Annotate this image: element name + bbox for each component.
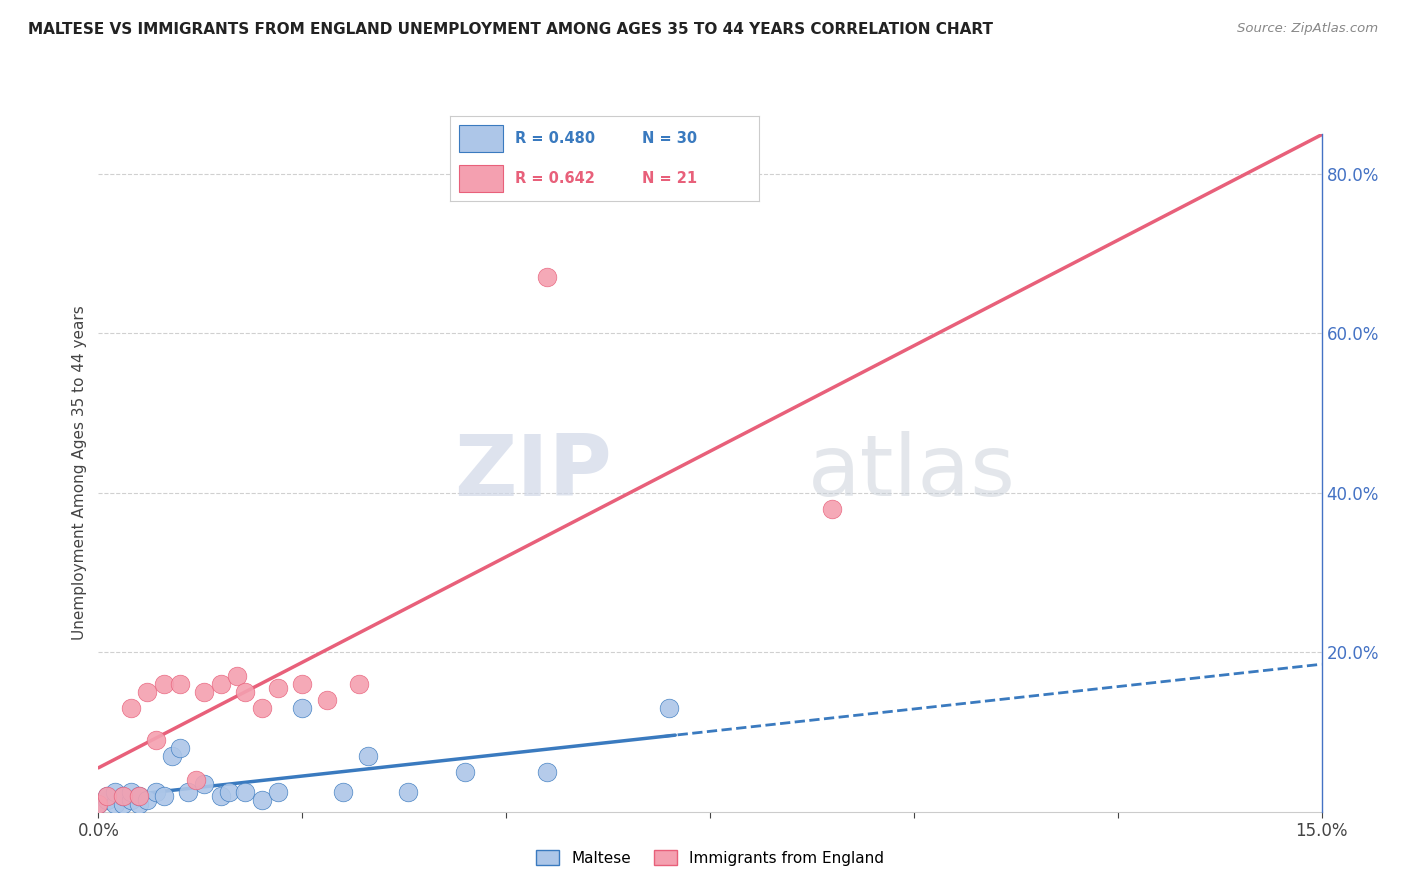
Point	[209, 677, 232, 691]
Text: R = 0.642: R = 0.642	[515, 171, 595, 186]
Point	[128, 797, 150, 811]
Point	[193, 685, 215, 699]
Point	[104, 785, 127, 799]
Point	[120, 793, 142, 807]
Point	[349, 677, 371, 691]
Point	[536, 764, 558, 779]
Point	[145, 785, 167, 799]
Point	[160, 748, 183, 763]
Point	[226, 669, 249, 683]
Point	[136, 685, 159, 699]
Point	[209, 789, 232, 803]
Point	[356, 748, 378, 763]
Point	[233, 685, 256, 699]
Point	[104, 797, 127, 811]
Point	[267, 785, 290, 799]
Point	[250, 701, 273, 715]
Point	[87, 797, 110, 811]
Point	[396, 785, 419, 799]
Point	[250, 793, 273, 807]
Point	[821, 501, 844, 516]
Point	[145, 733, 167, 747]
Text: ZIP: ZIP	[454, 431, 612, 515]
Text: atlas: atlas	[808, 431, 1017, 515]
Point	[315, 693, 337, 707]
Point	[218, 785, 240, 799]
Bar	[460, 125, 502, 153]
Point	[193, 777, 215, 791]
Point	[267, 681, 290, 695]
Point	[332, 785, 354, 799]
Point	[96, 789, 118, 803]
Point	[169, 740, 191, 755]
Point	[111, 789, 134, 803]
Point	[87, 797, 110, 811]
Point	[658, 701, 681, 715]
Point	[111, 797, 134, 811]
Point	[136, 793, 159, 807]
Text: N = 21: N = 21	[641, 171, 697, 186]
Text: Source: ZipAtlas.com: Source: ZipAtlas.com	[1237, 22, 1378, 36]
Point	[120, 701, 142, 715]
Point	[291, 677, 314, 691]
Point	[128, 789, 150, 803]
Point	[291, 701, 314, 715]
Y-axis label: Unemployment Among Ages 35 to 44 years: Unemployment Among Ages 35 to 44 years	[72, 305, 87, 640]
Point	[111, 789, 134, 803]
Point	[120, 785, 142, 799]
Point	[152, 789, 174, 803]
Point	[96, 793, 118, 807]
Text: N = 30: N = 30	[641, 131, 697, 146]
Point	[152, 677, 174, 691]
Point	[177, 785, 200, 799]
Point	[186, 772, 208, 787]
Point	[128, 789, 150, 803]
Point	[454, 764, 477, 779]
Bar	[460, 165, 502, 192]
Text: MALTESE VS IMMIGRANTS FROM ENGLAND UNEMPLOYMENT AMONG AGES 35 TO 44 YEARS CORREL: MALTESE VS IMMIGRANTS FROM ENGLAND UNEMP…	[28, 22, 993, 37]
Point	[96, 789, 118, 803]
Point	[233, 785, 256, 799]
Point	[169, 677, 191, 691]
Legend: Maltese, Immigrants from England: Maltese, Immigrants from England	[530, 844, 890, 871]
Text: R = 0.480: R = 0.480	[515, 131, 595, 146]
Point	[536, 270, 558, 285]
